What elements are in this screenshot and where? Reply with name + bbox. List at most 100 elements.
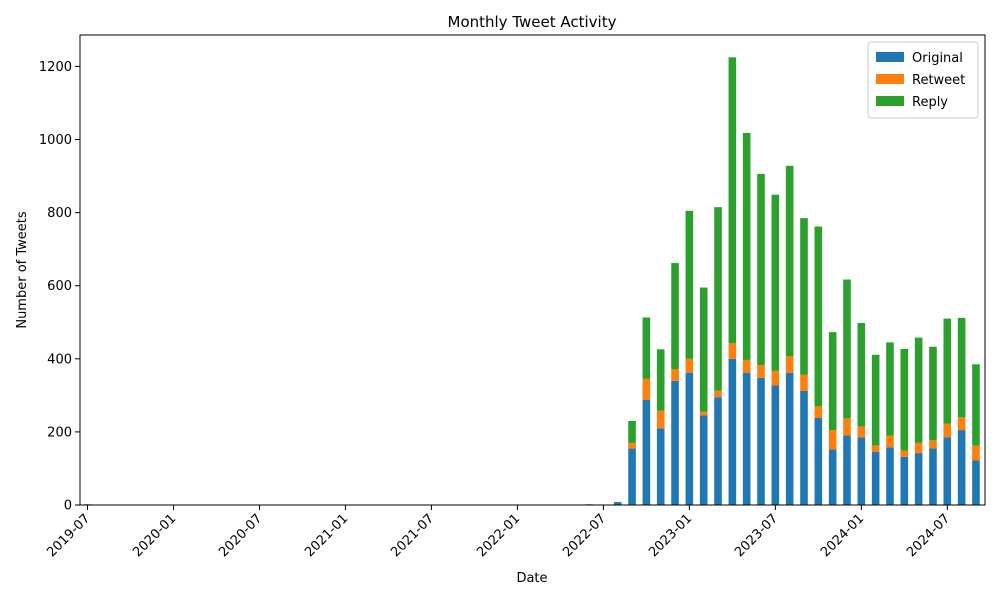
bar-reply-2024-08 — [957, 317, 966, 418]
bar-original-2024-09 — [972, 460, 980, 505]
bar-retweet-2023-12 — [843, 418, 851, 436]
bar-original-2023-08 — [785, 372, 794, 505]
bar-original-2024-08 — [957, 430, 966, 505]
bar-original-2023-01 — [685, 372, 694, 505]
bar-original-2023-12 — [843, 435, 851, 505]
bar-original-2022-11 — [656, 428, 665, 505]
bar-reply-2022-12 — [671, 263, 679, 370]
y-tick-label-1000: 1000 — [39, 133, 72, 148]
bar-original-2024-01 — [857, 437, 866, 505]
x-tick-label-2024-01: 2024-01 — [818, 511, 867, 560]
bar-original-2023-06 — [757, 377, 765, 505]
bar-reply-2023-12 — [843, 279, 851, 419]
legend-swatch-original — [876, 52, 904, 62]
y-axis: 0 200 400 600 800 1000 1200 — [39, 60, 80, 514]
bar-original-2024-04 — [900, 456, 909, 505]
bar-original-2023-11 — [828, 449, 837, 505]
bar-original-2023-04 — [728, 358, 737, 505]
bar-reply-2023-01 — [685, 210, 694, 359]
plot-frame — [79, 34, 986, 506]
x-tick-label-2024-07: 2024-07 — [904, 511, 953, 560]
bar-retweet-2023-07 — [771, 370, 780, 386]
bar-retweet-2022-12 — [671, 369, 679, 381]
bar-retweet-2023-09 — [800, 374, 808, 391]
bar-retweet-2023-08 — [785, 356, 794, 373]
bar-reply-2024-09 — [972, 364, 980, 446]
bar-reply-2023-02 — [699, 287, 708, 412]
bar-retweet-2023-05 — [742, 359, 751, 373]
bar-reply-2024-04 — [900, 348, 909, 451]
bar-reply-2022-09 — [628, 420, 636, 443]
chart-title: Monthly Tweet Activity — [448, 13, 617, 31]
bar-reply-2023-07 — [771, 194, 780, 371]
bar-retweet-2024-07 — [943, 423, 952, 438]
bars-layer — [83, 57, 980, 505]
legend-label-reply: Reply — [912, 95, 948, 110]
x-tick-label-2020-01: 2020-01 — [130, 511, 179, 560]
bar-reply-2023-08 — [785, 165, 794, 357]
bar-reply-2024-01 — [857, 322, 866, 427]
bar-retweet-2024-06 — [929, 440, 937, 449]
y-tick-label-1200: 1200 — [39, 60, 72, 75]
legend-label-retweet: Retweet — [912, 73, 965, 88]
y-axis-label: Number of Tweets — [15, 211, 30, 329]
bar-original-2023-07 — [771, 385, 780, 505]
y-tick-label-200: 200 — [47, 425, 72, 440]
bar-reply-2023-05 — [742, 132, 751, 360]
bar-original-2024-07 — [943, 437, 952, 505]
bar-retweet-2024-05 — [914, 442, 923, 454]
bar-retweet-2024-03 — [886, 435, 894, 448]
x-tick-label-2022-01: 2022-01 — [474, 511, 523, 560]
legend-swatch-reply — [876, 96, 904, 106]
y-tick-label-400: 400 — [47, 352, 72, 367]
x-tick-label-2021-01: 2021-01 — [302, 511, 351, 560]
bar-retweet-2023-11 — [828, 430, 837, 450]
bar-original-2022-08 — [613, 502, 622, 505]
bar-retweet-2023-10 — [814, 406, 823, 419]
bar-original-2022-09 — [628, 448, 636, 505]
bar-original-2024-05 — [914, 453, 923, 505]
bar-retweet-2023-04 — [728, 343, 737, 359]
x-tick-label-2019-07: 2019-07 — [44, 511, 93, 560]
bar-original-2023-05 — [742, 372, 751, 505]
bar-reply-2024-05 — [914, 337, 923, 443]
bar-original-2024-03 — [886, 447, 894, 505]
x-tick-label-2021-07: 2021-07 — [388, 511, 437, 560]
bar-original-2022-10 — [642, 399, 651, 505]
x-tick-label-2023-07: 2023-07 — [732, 511, 781, 560]
bar-original-2023-09 — [800, 390, 808, 505]
bar-original-2023-10 — [814, 418, 823, 505]
x-tick-label-2023-01: 2023-01 — [646, 511, 695, 560]
x-tick-label-2020-07: 2020-07 — [216, 511, 265, 560]
x-axis: 2019-07 2020-01 2020-07 2021-01 2021-07 2022-… — [44, 505, 953, 560]
bar-reply-2024-07 — [943, 318, 952, 424]
y-tick-label-0: 0 — [64, 499, 72, 514]
bar-original-2024-02 — [871, 452, 880, 505]
bar-original-2023-03 — [714, 397, 722, 505]
bar-reply-2023-04 — [728, 57, 737, 344]
bar-retweet-2024-04 — [900, 450, 909, 457]
bar-reply-2023-06 — [757, 173, 765, 366]
legend-swatch-retweet — [876, 74, 904, 84]
bar-reply-2023-03 — [714, 207, 722, 391]
bar-original-2024-06 — [929, 448, 937, 505]
bar-retweet-2022-10 — [642, 378, 651, 400]
bar-retweet-2024-08 — [957, 417, 966, 431]
x-tick-label-2022-07: 2022-07 — [560, 511, 609, 560]
bar-original-2023-02 — [699, 415, 708, 505]
bar-retweet-2022-11 — [656, 410, 665, 429]
bar-original-2022-12 — [671, 380, 679, 505]
bar-reply-2023-09 — [800, 218, 808, 375]
y-tick-label-800: 800 — [47, 206, 72, 221]
bar-retweet-2023-01 — [685, 358, 694, 373]
bar-reply-2024-03 — [886, 342, 894, 436]
bar-retweet-2024-01 — [857, 426, 866, 438]
bar-retweet-2022-09 — [628, 442, 636, 449]
bar-retweet-2023-02 — [699, 411, 708, 416]
bar-retweet-2023-06 — [757, 365, 765, 378]
x-axis-label: Date — [516, 571, 547, 586]
bar-reply-2023-11 — [828, 332, 837, 431]
bar-retweet-2023-03 — [714, 390, 722, 398]
